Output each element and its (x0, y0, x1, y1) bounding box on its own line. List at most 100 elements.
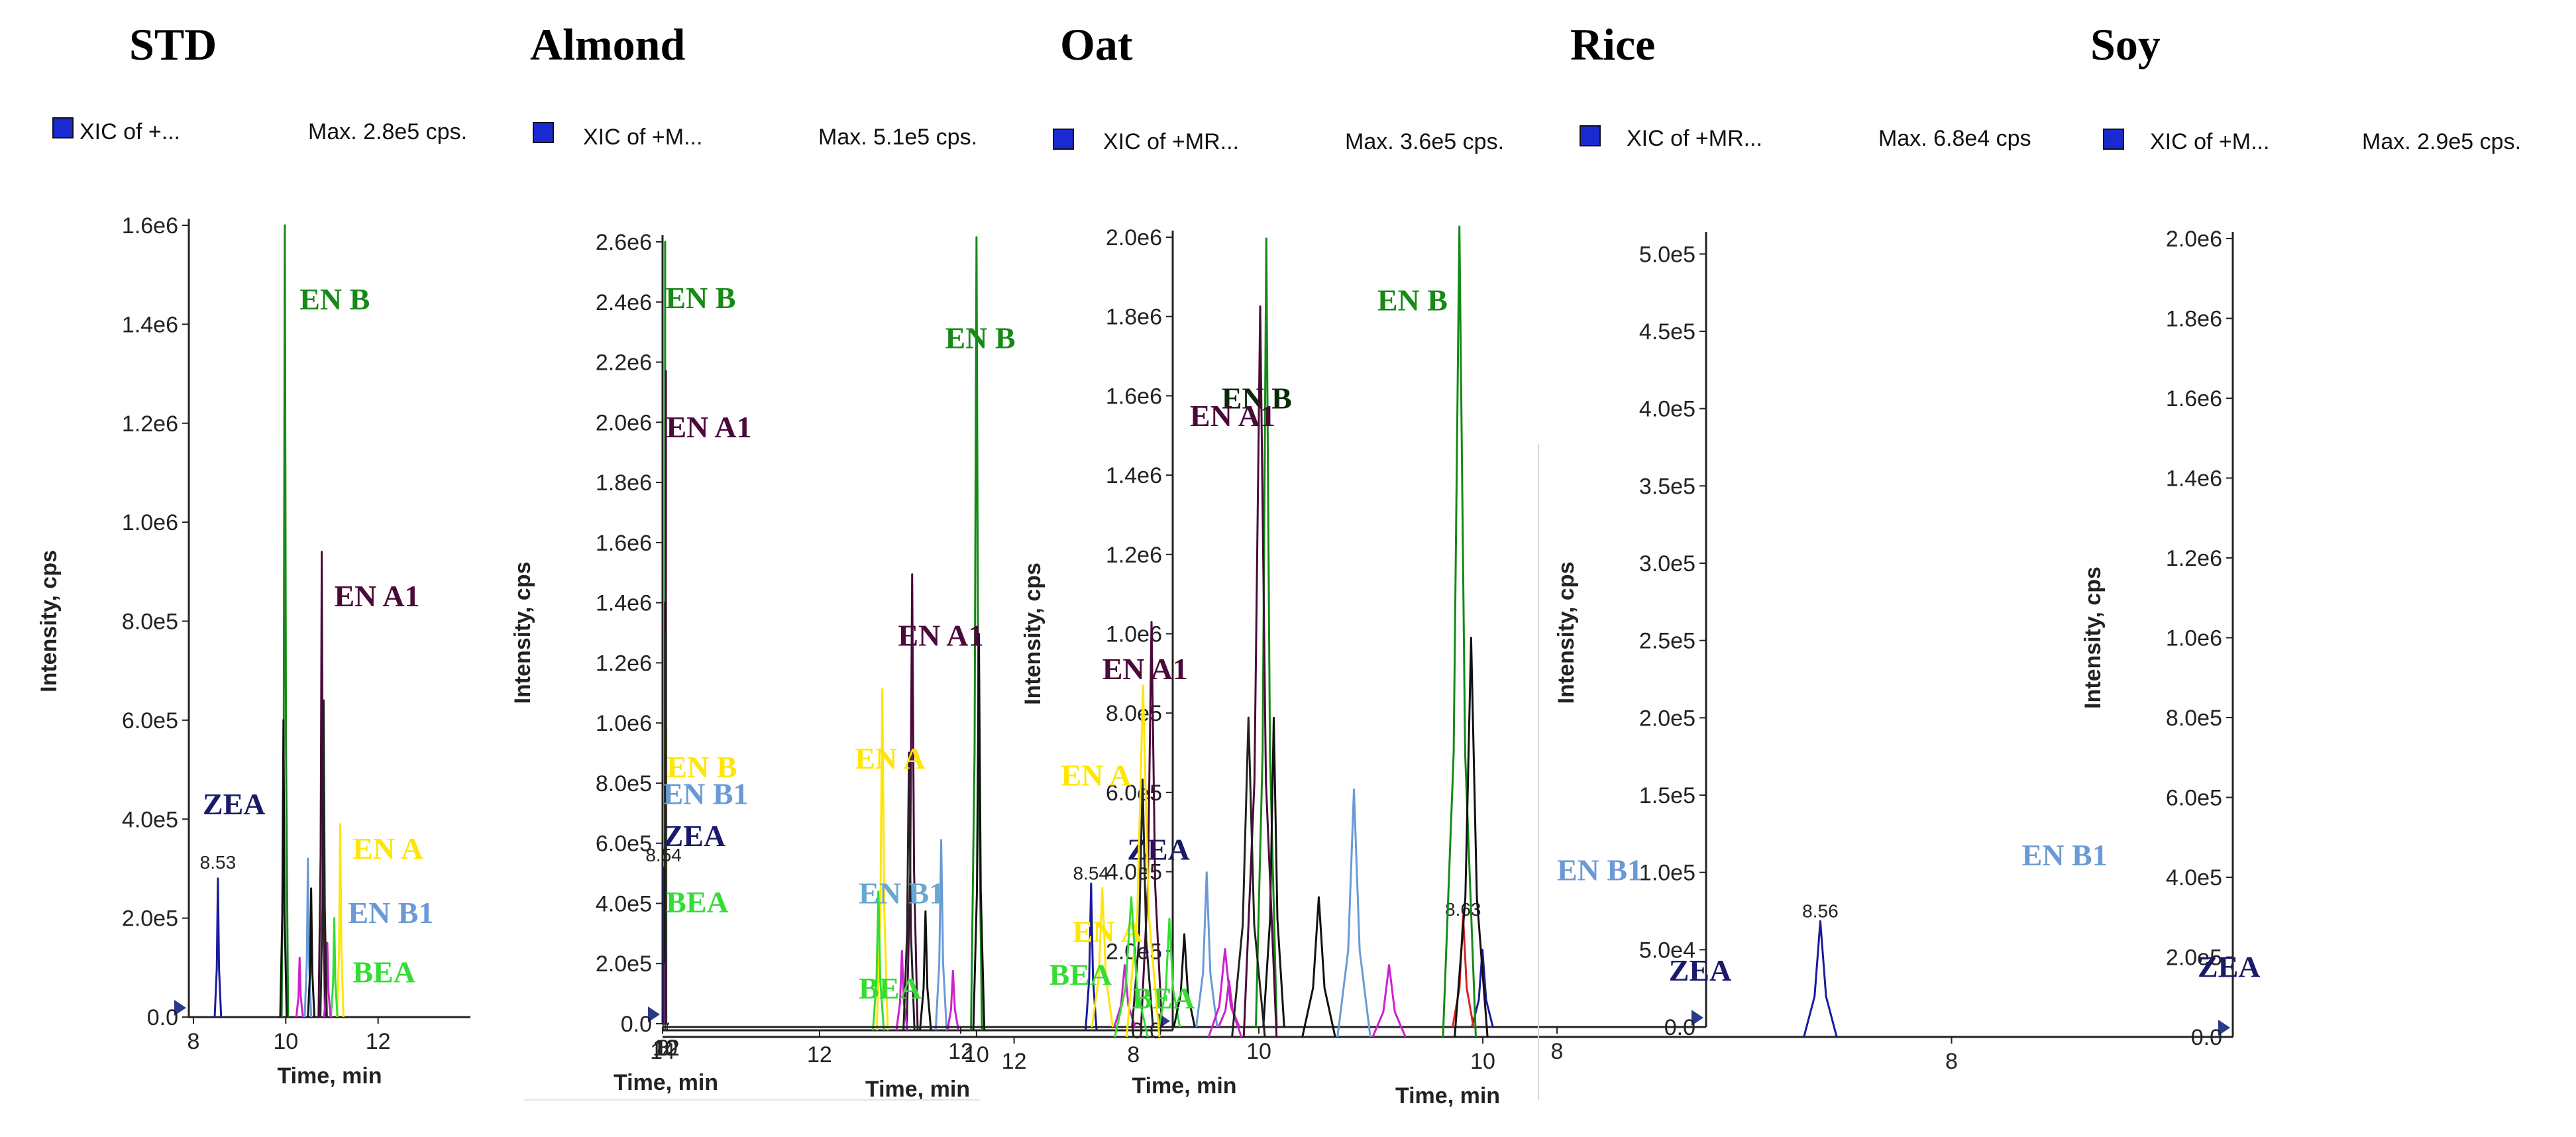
retention-time-label: 8.54 (645, 845, 682, 865)
retention-time-label: 8.56 (1802, 900, 1839, 921)
legend-swatch (2103, 129, 2124, 150)
x-tick-label: 12 (807, 1042, 832, 1067)
y-tick-label: 2.5e5 (1639, 629, 1695, 654)
peak-annotation: BEA (1049, 958, 1112, 992)
legend-swatch (533, 122, 554, 143)
legend-swatch (1580, 125, 1601, 146)
retention-time-label: 8.53 (200, 852, 237, 873)
peak-annotation: ZEA (1127, 833, 1190, 867)
x-axis-label: Time, min (865, 1077, 970, 1102)
max-label: Max. 2.8e5 cps. (308, 119, 467, 144)
legend-label: XIC of +M... (583, 125, 702, 150)
legend-label: XIC of +MR... (1627, 126, 1762, 151)
y-axis-label: Intensity, cps (1020, 563, 1046, 705)
x-tick-label: 10 (273, 1029, 298, 1054)
x-tick-label: 12 (366, 1029, 391, 1054)
y-tick-label: 6.0e5 (2166, 786, 2222, 811)
y-tick-label: 1.6e6 (596, 531, 652, 556)
y-tick-label: 6.0e5 (1106, 781, 1162, 806)
y-axis-label: Intensity, cps (510, 562, 535, 704)
peak-series-trace (279, 719, 316, 1018)
y-axis-label: Intensity, cps (1554, 562, 1579, 704)
panel-title: Oat (1060, 19, 1133, 70)
y-tick-label: 6.0e5 (596, 832, 652, 857)
peak-series-en-b1 (1336, 788, 1371, 1038)
peak-series-zea (1471, 948, 1494, 1028)
peak-series-zea (213, 877, 223, 1018)
peak-series-en-a1 (905, 573, 919, 1031)
y-tick-label: 4.0e5 (596, 891, 652, 916)
peak-annotation: EN A1 (1190, 399, 1275, 433)
y-tick-label: 1.6e6 (2166, 386, 2222, 411)
peak-annotation: EN B (665, 281, 735, 315)
y-axis-label: Intensity, cps (2080, 567, 2106, 709)
peak-annotation: EN A1 (1102, 652, 1188, 686)
peak-series-trace (1301, 637, 1489, 1038)
peak-series-bea (871, 891, 885, 1031)
peak-annotation: EN A (1061, 758, 1131, 792)
peak-annotation: EN B (667, 750, 737, 784)
legend-swatch (52, 117, 74, 138)
peak-annotation: EN A1 (666, 410, 751, 444)
peak-annotation: BEA (352, 955, 415, 989)
peak-series-en-a (1091, 887, 1114, 1028)
y-tick-label: 3.5e5 (1639, 474, 1695, 499)
x-tick-label: 10 (1246, 1039, 1271, 1064)
y-tick-label: 4.0e5 (1106, 860, 1162, 885)
max-label: Max. 5.1e5 cps. (818, 125, 977, 150)
baseline-marker-icon (2218, 1020, 2230, 1036)
y-tick-label: 2.0e6 (596, 410, 652, 435)
y-tick-label: 1.6e6 (1106, 384, 1162, 409)
y-axis-label: Intensity, cps (36, 550, 62, 692)
y-tick-label: 2.0e5 (596, 951, 652, 977)
peak-series-zea (1085, 883, 1098, 1031)
x-tick-label: 8 (1945, 1049, 1958, 1074)
legend-label: XIC of +MR... (1103, 129, 1239, 154)
y-tick-label: 3.0e5 (1639, 551, 1695, 576)
peak-series-en-b1 (1195, 871, 1218, 1028)
y-tick-label: 2.0e6 (2166, 227, 2222, 252)
peak-annotation: EN A1 (898, 618, 983, 652)
max-label: Max. 3.6e5 cps. (1345, 129, 1504, 154)
x-tick-label: 14 (650, 1039, 675, 1064)
y-tick-label: 1.2e6 (2166, 546, 2222, 571)
peak-series-trace3 (319, 699, 328, 1018)
y-tick-label: 2.4e6 (596, 290, 652, 315)
y-tick-label: 0.0 (2191, 1025, 2222, 1050)
y-tick-label: 4.5e5 (1639, 319, 1695, 345)
y-tick-label: 1.0e6 (1106, 622, 1162, 647)
legend-label: XIC of +M... (2150, 129, 2269, 154)
peak-series-bea (1114, 896, 1149, 1038)
y-tick-label: 4.0e5 (122, 807, 178, 832)
x-tick-label: 8 (188, 1029, 200, 1054)
x-axis-label: Time, min (1132, 1073, 1236, 1099)
peak-annotation: EN A (352, 832, 423, 865)
y-tick-label: 8.0e5 (596, 771, 652, 796)
peak-series-trace (1173, 716, 1285, 1028)
x-tick-label: 10 (1470, 1049, 1495, 1074)
peak-annotation: ZEA (1669, 953, 1732, 987)
max-label: Max. 6.8e4 cps (1878, 126, 2031, 151)
panel-soy: Soy XIC of +M... Max. 2.9e5 cps. 0.0 2.0e5 4.… (663, 19, 2521, 1109)
y-tick-label: 1.5e5 (1639, 783, 1695, 808)
peak-annotation: EN B1 (859, 876, 944, 910)
baseline-marker-icon (1691, 1010, 1703, 1026)
y-tick-label: 1.2e6 (1106, 543, 1162, 568)
y-tick-label: 0.0 (621, 1012, 652, 1037)
x-tick-label: 12 (655, 1036, 680, 1061)
panel-title: STD (129, 19, 217, 70)
y-tick-label: 1.4e6 (122, 312, 178, 337)
y-tick-label: 1.0e5 (1639, 861, 1695, 886)
panel-title: Almond (530, 19, 685, 70)
baseline-marker-icon (174, 1000, 186, 1016)
y-tick-label: 2.0e5 (2166, 946, 2222, 971)
y-tick-label: 1.0e6 (122, 510, 178, 535)
y-tick-label: 5.0e5 (1639, 242, 1695, 267)
x-tick-label: 12 (1002, 1049, 1027, 1074)
y-tick-label: 8.0e5 (122, 610, 178, 635)
y-tick-label: 8.0e5 (2166, 706, 2222, 731)
x-tick-label: 12 (948, 1039, 973, 1064)
y-tick-label: 1.8e6 (2166, 307, 2222, 332)
